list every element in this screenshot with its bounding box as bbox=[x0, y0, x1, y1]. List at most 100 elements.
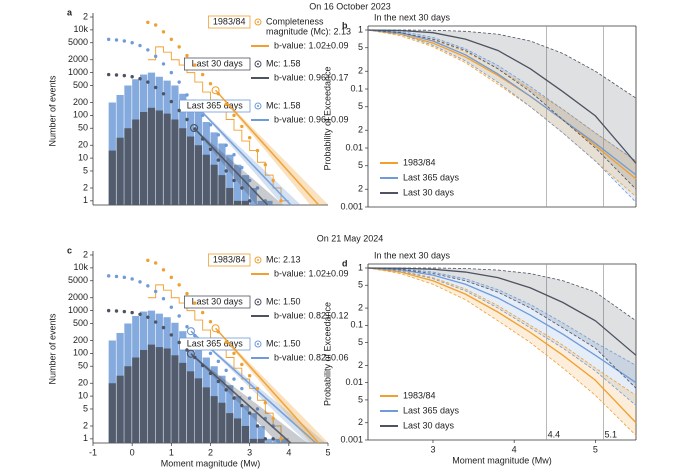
legend-marker bbox=[254, 340, 262, 348]
legend-b: b-value: 0.82±0.12 bbox=[274, 310, 349, 320]
y-tick-label: 5 bbox=[83, 403, 88, 413]
cumulative-point bbox=[247, 411, 252, 415]
uncertainty-band bbox=[368, 268, 636, 406]
cumulative-point bbox=[106, 274, 111, 278]
y-tick-label: 10 bbox=[78, 152, 88, 162]
cumulative-point bbox=[146, 258, 150, 263]
bound-line bbox=[367, 267, 637, 396]
y-tick-label: 2 bbox=[358, 184, 363, 194]
x-tick-label: 3 bbox=[430, 444, 435, 454]
cumulative-point bbox=[153, 23, 158, 27]
histogram-bar bbox=[226, 154, 234, 205]
cumulative-point bbox=[169, 99, 174, 104]
cumulative-point bbox=[177, 80, 181, 84]
histogram-bar bbox=[179, 362, 187, 443]
y-tick-label: 20 bbox=[78, 378, 88, 388]
fit-band bbox=[190, 353, 308, 443]
cumulative-point bbox=[169, 70, 174, 75]
cumulative-point bbox=[200, 72, 205, 77]
cumulative-point bbox=[255, 148, 260, 153]
legend-label: Last 365 days bbox=[403, 405, 460, 415]
legend-mc: Mc: 2.13 bbox=[266, 254, 301, 264]
fit-line bbox=[214, 89, 320, 206]
legend-mc: Mc: 1.58 bbox=[266, 58, 301, 68]
legend-marker bbox=[257, 343, 259, 345]
cumulative-point bbox=[122, 309, 127, 314]
y-axis-label: Number of events bbox=[47, 75, 57, 147]
histogram-bar bbox=[241, 425, 250, 443]
fit-band bbox=[194, 128, 284, 205]
histogram-bar bbox=[171, 355, 179, 443]
legend-label: Last 30 days bbox=[403, 187, 455, 197]
y-tick-label: 5000 bbox=[68, 37, 88, 47]
cumulative-point bbox=[216, 133, 221, 137]
cumulative-point bbox=[208, 371, 213, 376]
exceedance-line bbox=[367, 267, 637, 356]
bound-line bbox=[367, 267, 637, 389]
bound-line bbox=[367, 267, 637, 406]
cumulative-point bbox=[224, 368, 228, 373]
cumulative-point bbox=[240, 124, 244, 129]
cumulative-point bbox=[122, 39, 127, 43]
histogram-bar bbox=[234, 418, 242, 443]
subtitle: In the next 30 days bbox=[374, 12, 451, 22]
histogram-bar bbox=[187, 136, 195, 205]
cumulative-point bbox=[240, 186, 244, 190]
x-tick-label: 2 bbox=[208, 447, 213, 457]
legend-label: 1983/84 bbox=[403, 390, 436, 400]
histogram-bar bbox=[249, 413, 257, 443]
cumulative-point bbox=[146, 48, 150, 52]
y-tick-label: 5000 bbox=[68, 275, 88, 285]
histogram-bar bbox=[265, 438, 273, 443]
cumulative-point bbox=[122, 275, 127, 280]
cumulative-point bbox=[255, 407, 260, 411]
legend-box bbox=[183, 295, 251, 309]
y-tick-label: 0.01 bbox=[345, 377, 363, 387]
legend-b: b-value: 0.82±0.06 bbox=[274, 352, 349, 362]
cumulative-point bbox=[193, 63, 197, 67]
histogram-bar bbox=[202, 154, 210, 205]
y-tick-label: 0.1 bbox=[350, 83, 363, 93]
cumulative-point bbox=[146, 315, 150, 319]
legend-marker bbox=[257, 105, 259, 107]
histogram-bar bbox=[218, 143, 226, 205]
legend-marker bbox=[257, 259, 259, 261]
histogram-bar bbox=[210, 164, 218, 205]
x-tick-label: 4 bbox=[512, 444, 517, 454]
cumulative-point bbox=[263, 163, 268, 167]
histogram-bar bbox=[171, 119, 179, 205]
cumulative-point bbox=[263, 437, 268, 441]
y-tick-label: 5 bbox=[358, 160, 363, 170]
cumulative-point bbox=[114, 309, 119, 313]
cumulative-point bbox=[130, 310, 134, 315]
histogram-bar bbox=[147, 107, 156, 205]
cumulative-point bbox=[224, 169, 228, 173]
cumulative-point bbox=[279, 199, 283, 203]
cumulative-point bbox=[177, 314, 181, 318]
mc-marker bbox=[186, 349, 195, 358]
cumulative-point bbox=[185, 348, 189, 352]
exceedance-line bbox=[367, 29, 637, 176]
legend-label: Last 30 days bbox=[403, 420, 455, 430]
y-tick-label: 2 bbox=[358, 417, 363, 427]
x-tick-label: 1 bbox=[169, 447, 174, 457]
x-axis-label: Moment magnitude (Mw) bbox=[452, 455, 552, 465]
fit-band bbox=[215, 90, 328, 205]
cumulative-point bbox=[153, 85, 158, 90]
cumulative-point bbox=[232, 153, 236, 157]
histogram-bar bbox=[194, 145, 203, 205]
cumulative-point bbox=[177, 283, 181, 287]
cumulative-point bbox=[106, 308, 111, 313]
cumulative-point bbox=[138, 43, 142, 48]
panel-title: On 16 October 2023 bbox=[309, 1, 391, 11]
histogram-bar bbox=[155, 347, 163, 443]
histogram-bar bbox=[163, 348, 171, 443]
histogram-bar bbox=[194, 378, 203, 443]
cumulative-point bbox=[130, 277, 134, 281]
cumulative-point bbox=[279, 437, 283, 441]
histogram-bar bbox=[234, 164, 242, 205]
bound-line bbox=[367, 29, 637, 190]
legend-b: b-value: 1.02±0.09 bbox=[274, 40, 349, 50]
y-tick-label: 2 bbox=[358, 360, 363, 370]
